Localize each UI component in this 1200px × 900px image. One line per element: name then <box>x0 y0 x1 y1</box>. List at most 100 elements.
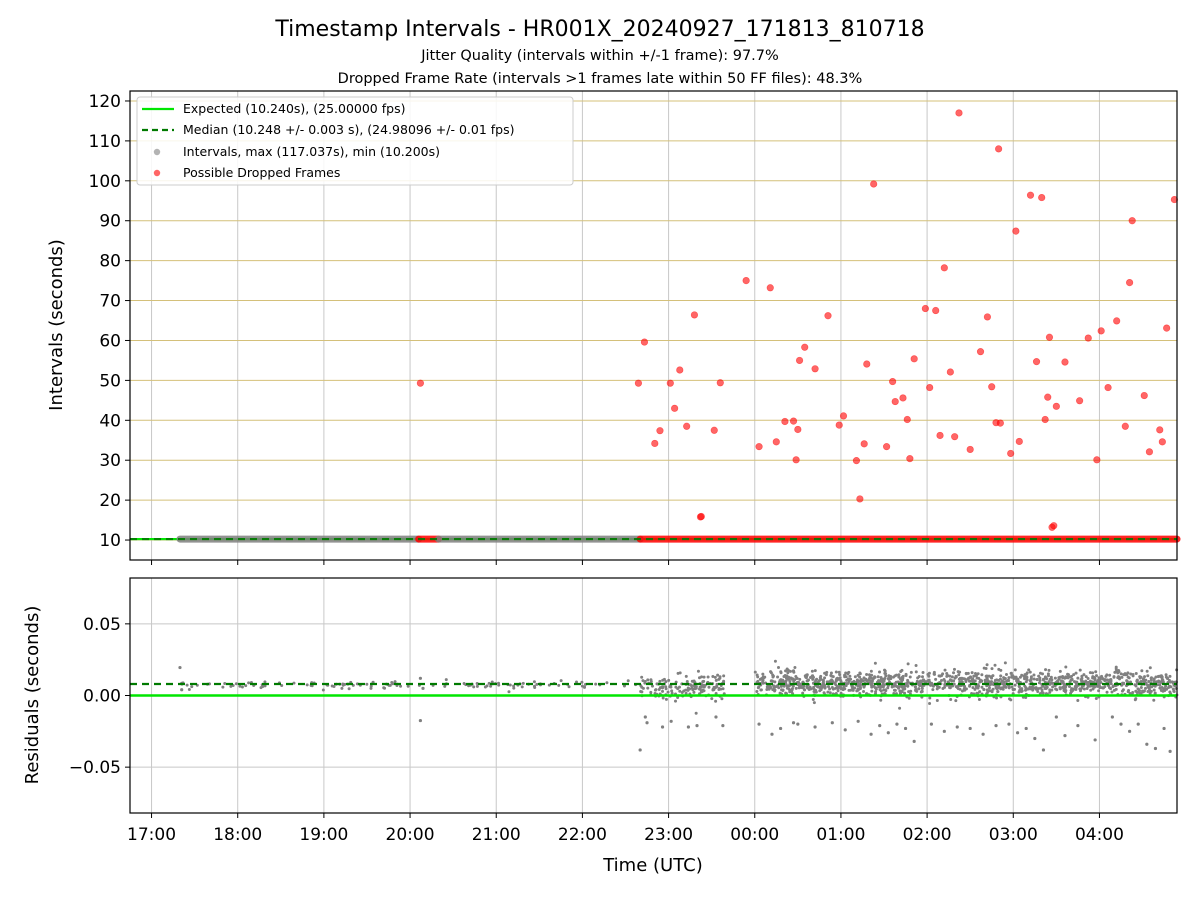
residual-outlier-point-1 <box>180 688 184 692</box>
residual-outlier-point-23 <box>869 732 873 736</box>
dropped-frame-point-25 <box>824 312 832 320</box>
residual-point-c2-14 <box>993 663 997 667</box>
residual-point-c2-1264 <box>1055 679 1059 683</box>
residual-point-c2-1242 <box>773 685 777 689</box>
x-tick-label-9: 02:00 <box>903 825 952 845</box>
residual-point-c2-598 <box>897 686 901 690</box>
residual-point-c2-726 <box>761 681 765 685</box>
residual-point-c1-73 <box>684 691 688 695</box>
residual-point-c2-994 <box>1010 674 1014 678</box>
dropped-frame-point-24 <box>811 365 819 373</box>
residual-point-c2-1296 <box>999 686 1003 690</box>
residual-point-c0-95 <box>567 685 571 689</box>
residual-point-c2-1132 <box>755 673 759 677</box>
residual-point-c1-108 <box>649 678 653 682</box>
residual-point-c2-792 <box>1121 688 1125 692</box>
residual-point-c2-418 <box>1164 684 1168 688</box>
dropped-frame-point-45 <box>946 368 954 376</box>
residual-point-c2-451 <box>813 669 817 673</box>
residual-point-c2-980 <box>1002 680 1006 684</box>
residual-point-c0-14 <box>485 684 489 688</box>
residual-point-c2-926 <box>1070 674 1074 678</box>
residual-point-c2-1102 <box>1139 680 1143 684</box>
residual-point-c2-851 <box>819 674 823 678</box>
residual-point-c2-1288 <box>1101 677 1105 681</box>
residual-point-c2-786 <box>920 686 924 690</box>
intervals-y-tick-label-3: 40 <box>99 411 121 431</box>
residual-outlier-point-49 <box>1153 746 1158 751</box>
residual-point-c2-773 <box>865 673 869 677</box>
residual-point-c2-917 <box>1122 681 1126 685</box>
residual-point-c2-1191 <box>903 691 907 695</box>
residuals-panel: 0.05 0.00 −0.05 17:00 18:00 19:00 20:00 21:00 2… <box>22 577 1179 876</box>
residual-point-c2-1209 <box>1127 688 1131 692</box>
dropped-frame-point-40 <box>921 304 929 313</box>
residual-outlier-point-13 <box>721 723 725 728</box>
dropped-frame-point-23 <box>801 343 809 351</box>
residual-point-c0-92 <box>605 681 609 685</box>
residuals-y-tick-label-0: 0.05 <box>83 615 121 635</box>
residual-point-c2-104 <box>1067 684 1071 688</box>
dropped-frame-point-41 <box>926 383 934 392</box>
residual-point-c2-1220 <box>1087 682 1091 686</box>
dropped-frame-point-21 <box>794 425 802 434</box>
residual-outlier-point-15 <box>770 732 774 736</box>
residual-outlier-point-28 <box>912 739 916 743</box>
intervals-y-tick-label-9: 100 <box>89 172 121 192</box>
residual-point-c0-129 <box>507 690 511 694</box>
residual-point-c2-1002 <box>1167 685 1171 689</box>
residual-point-c2-1151 <box>1133 683 1137 687</box>
residual-point-c2-1077 <box>1142 678 1146 682</box>
residual-point-c2-899 <box>1082 673 1086 677</box>
residual-point-c0-19 <box>487 681 491 685</box>
residual-point-c2-91 <box>891 675 895 679</box>
residual-outlier-point-3 <box>418 676 423 680</box>
residual-point-c2-1254 <box>1044 668 1048 672</box>
residual-point-c2-861 <box>821 678 825 682</box>
residual-point-c2-1228 <box>1066 673 1070 677</box>
intervals-y-tick-label-8: 90 <box>99 212 121 232</box>
residual-point-c2-774 <box>838 673 842 677</box>
residual-point-c2-332 <box>828 687 832 691</box>
residual-point-c1-0 <box>714 699 718 703</box>
residual-point-c2-1087 <box>969 675 973 679</box>
residual-point-c2-1278 <box>771 688 775 692</box>
residual-point-c2-84 <box>1146 689 1150 693</box>
residual-point-c1-113 <box>654 688 658 692</box>
residual-outlier-point-47 <box>1136 722 1140 726</box>
residual-point-c0-2 <box>406 684 410 688</box>
residual-point-c2-1051 <box>931 688 935 692</box>
residual-point-c1-104 <box>690 684 694 688</box>
residual-point-c2-837 <box>1152 698 1156 702</box>
residual-point-c2-579 <box>1104 674 1108 678</box>
residual-point-c2-209 <box>1168 674 1172 678</box>
residual-point-c2-809 <box>914 670 918 674</box>
residual-point-c1-127 <box>639 690 643 694</box>
residual-point-c2-203 <box>980 673 984 677</box>
residual-point-c2-1295 <box>1064 675 1068 679</box>
residual-point-c1-39 <box>700 675 704 679</box>
residual-point-c2-1180 <box>1167 678 1171 682</box>
residual-point-c2-462 <box>1159 689 1163 693</box>
residual-point-c2-1084 <box>948 674 952 678</box>
residual-point-c2-1089 <box>1072 673 1076 677</box>
residual-point-c2-795 <box>753 670 757 674</box>
residual-point-c2-157 <box>958 670 962 674</box>
dropped-frame-point-68 <box>1076 397 1084 405</box>
residual-point-c2-551 <box>1097 689 1101 693</box>
residual-point-c2-800 <box>908 675 912 679</box>
dropped-frame-point-62 <box>1044 393 1052 401</box>
residual-point-c1-153 <box>702 679 706 683</box>
residual-point-c2-1279 <box>880 678 884 682</box>
residual-point-c2-957 <box>1057 677 1061 681</box>
residual-point-c2-1226 <box>1172 689 1176 693</box>
x-tick-label-5: 22:00 <box>558 825 607 845</box>
residual-point-c2-350 <box>999 674 1003 678</box>
dropped-frame-point-32 <box>870 180 878 188</box>
intervals-x-ticks <box>151 560 1100 565</box>
residual-point-c1-46 <box>702 675 706 679</box>
residual-outlier-point-30 <box>942 729 946 733</box>
residual-outlier-point-7 <box>645 721 649 725</box>
dropped-frame-point-60 <box>1038 193 1046 202</box>
residual-outlier-point-16 <box>779 726 783 731</box>
